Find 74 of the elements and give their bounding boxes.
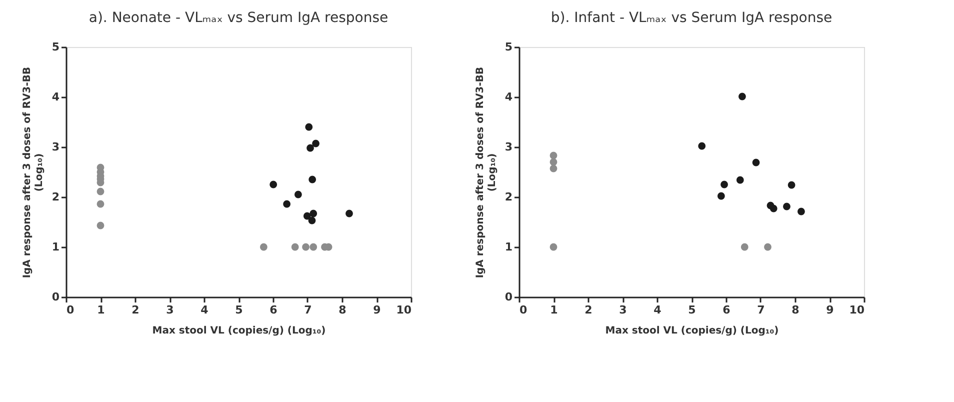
point xyxy=(550,164,558,172)
x-tick-label: 5 xyxy=(688,304,696,316)
y-tick-label: 1 xyxy=(52,240,60,254)
x-tick-label: 5 xyxy=(235,304,243,316)
x-tick-label: 10 xyxy=(396,304,412,316)
point xyxy=(302,243,310,251)
point xyxy=(310,210,318,218)
point xyxy=(306,144,314,152)
x-axis-title: Max stool VL (copies/g) (Log₁₀) xyxy=(605,326,779,336)
point xyxy=(550,158,558,166)
point xyxy=(305,123,313,131)
x-tick-label: 1 xyxy=(97,304,105,316)
point xyxy=(96,188,104,196)
x-tick-label: 3 xyxy=(166,304,174,316)
point xyxy=(740,243,748,251)
chart-title: a). Neonate - VLₘₐₓ vs Serum IgA response xyxy=(88,10,388,26)
x-tick-label: 6 xyxy=(270,304,278,316)
point xyxy=(260,243,268,251)
y-tick-label: 5 xyxy=(504,40,512,54)
point xyxy=(738,92,746,100)
point xyxy=(736,176,744,184)
point xyxy=(310,243,318,251)
x-tick-label: 1 xyxy=(550,304,558,316)
y-axis-title: IgA response after 3 doses of RV3-BB (Log₁₀) xyxy=(22,66,45,278)
point xyxy=(752,158,760,166)
y-tick-label: 2 xyxy=(504,190,512,204)
point xyxy=(764,243,772,251)
point xyxy=(312,140,320,148)
y-tick-label: 2 xyxy=(52,190,60,204)
x-tick-label: 9 xyxy=(373,304,381,316)
point xyxy=(550,152,558,160)
point xyxy=(283,200,291,208)
point xyxy=(798,208,805,216)
x-tick-label: 4 xyxy=(654,304,662,316)
x-tick-label: 2 xyxy=(132,304,140,316)
x-tick-label: 6 xyxy=(722,304,731,316)
point xyxy=(788,181,796,189)
x-tick-label: 4 xyxy=(200,304,209,316)
point xyxy=(717,192,725,200)
y-tick-label: 0 xyxy=(52,290,60,304)
point xyxy=(96,222,104,230)
y-tick-label: 3 xyxy=(52,140,60,154)
point xyxy=(783,202,790,210)
x-tick-label: 0 xyxy=(66,304,74,316)
x-tick-label: 7 xyxy=(757,304,765,316)
y-tick-label: 1 xyxy=(504,240,512,254)
point xyxy=(770,204,778,212)
x-tick-label: 8 xyxy=(338,304,346,316)
x-tick-label: 0 xyxy=(520,304,528,316)
y-tick-label: 0 xyxy=(504,290,513,304)
x-tick-label: 2 xyxy=(584,304,592,316)
point xyxy=(294,190,302,198)
y-tick-label: 4 xyxy=(52,90,60,104)
y-tick-label: 3 xyxy=(504,140,512,154)
x-tick-label: 8 xyxy=(792,304,800,316)
x-tick-label: 9 xyxy=(826,304,834,316)
y-tick-label: 5 xyxy=(52,40,60,54)
point xyxy=(308,176,316,184)
x-tick-label: 3 xyxy=(619,304,627,316)
x-tick-label: 10 xyxy=(849,304,865,316)
point xyxy=(303,212,311,220)
point xyxy=(698,142,706,150)
y-tick-label: 4 xyxy=(504,90,513,104)
point xyxy=(550,243,558,251)
x-axis-title: Max stool VL (copies/g) (Log₁₀) xyxy=(152,326,326,336)
point xyxy=(346,210,353,218)
point xyxy=(308,216,316,224)
x-tick-label: 7 xyxy=(304,304,312,316)
point xyxy=(270,180,278,188)
point xyxy=(96,200,104,208)
y-axis-title: IgA response after 3 doses of RV3-BB (Log₁₀) xyxy=(474,66,498,278)
point xyxy=(720,180,728,188)
point xyxy=(291,243,299,251)
chart-title: b). Infant - VLₘₐₓ vs Serum IgA response xyxy=(550,10,832,26)
